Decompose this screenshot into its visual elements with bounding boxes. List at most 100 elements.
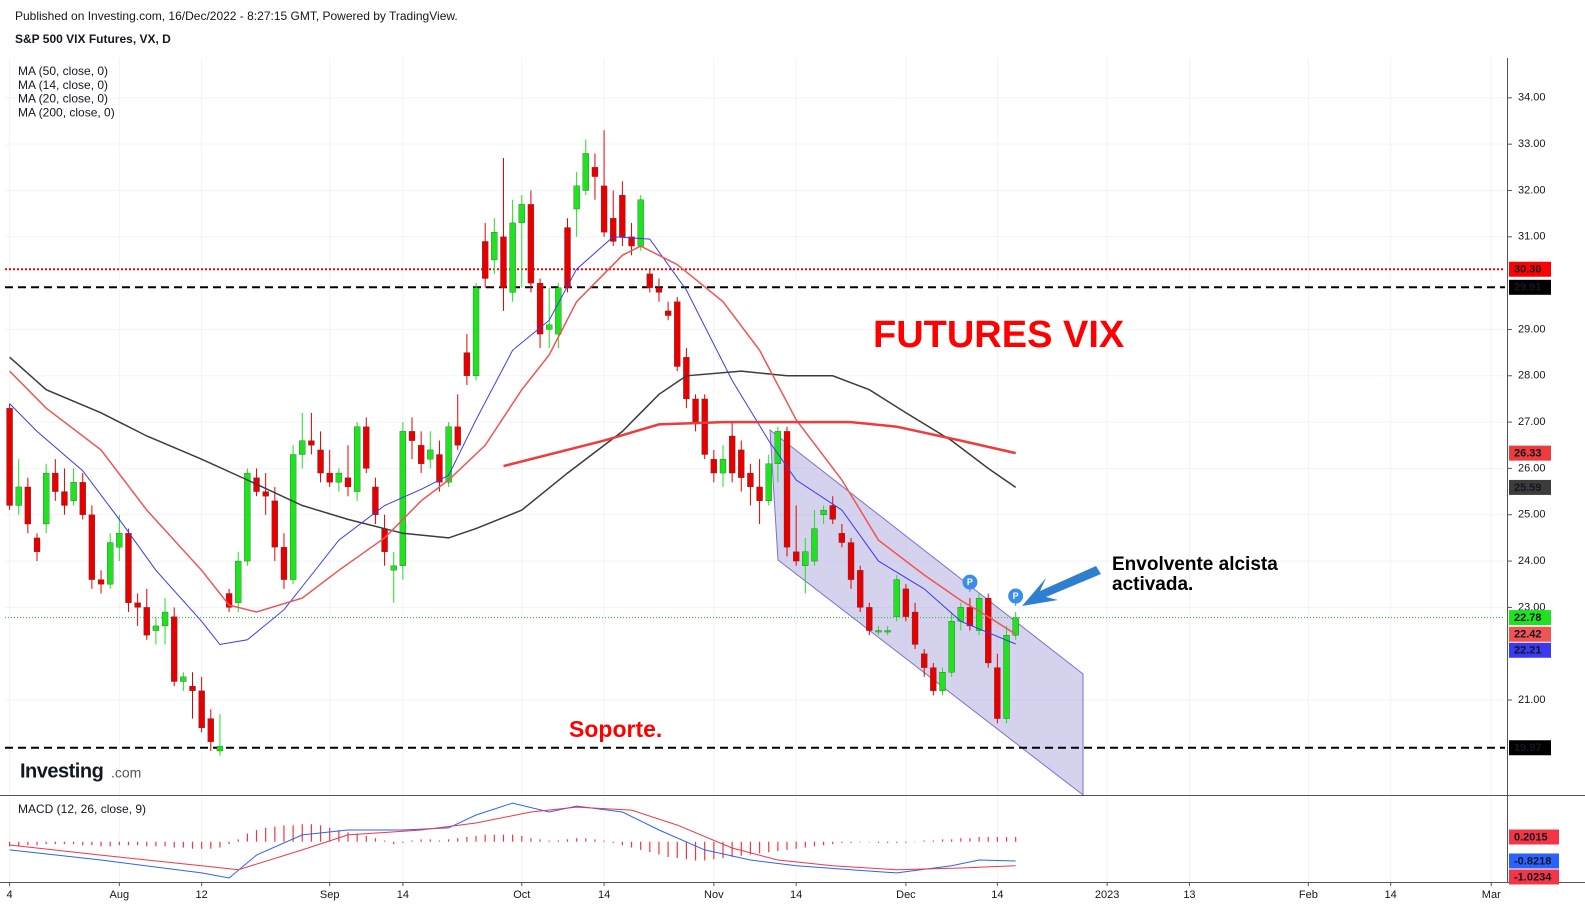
candle-body — [509, 222, 516, 293]
macd-line — [9, 802, 1016, 879]
histogram-bar — [813, 841, 816, 847]
histogram-bar — [987, 837, 989, 842]
candle-body — [70, 482, 77, 501]
flag-label: P — [1013, 591, 1019, 601]
histogram-bar — [72, 841, 75, 845]
price-label: 0.2015 — [1514, 831, 1548, 843]
histogram-bar — [887, 841, 889, 843]
candle-body — [445, 426, 452, 483]
x-tick-label: Dec — [896, 889, 916, 901]
candle-body — [15, 486, 22, 506]
candle-body — [472, 287, 480, 376]
candle-body — [289, 454, 297, 580]
histogram-bar — [457, 838, 459, 842]
candle-body — [463, 352, 471, 376]
plot-area: PP — [5, 130, 1505, 879]
histogram-bar — [411, 840, 413, 842]
arrow — [1022, 566, 1101, 606]
price-label: -1.0234 — [1514, 871, 1552, 883]
candle-body — [482, 241, 489, 279]
candle-body — [88, 514, 96, 580]
histogram-bar — [237, 839, 239, 842]
x-tick-label: Aug — [110, 889, 130, 901]
price-label: 22.42 — [1514, 629, 1542, 641]
x-tick-label: 14 — [790, 889, 802, 901]
histogram-bar — [118, 841, 120, 846]
histogram-bar — [402, 841, 404, 843]
histogram-bar — [822, 841, 825, 846]
candle-body — [518, 204, 525, 224]
histogram-bar — [621, 841, 623, 846]
histogram-bar — [265, 827, 267, 842]
histogram-bar — [594, 839, 596, 842]
annotation-note: Envolvente alcista — [1112, 554, 1278, 575]
price-label-box — [1509, 261, 1551, 277]
macd-title: MACD (12, 26, close, 9) — [18, 802, 146, 816]
histogram-bar — [219, 841, 221, 848]
candle-body — [902, 588, 910, 617]
histogram-bar — [969, 838, 971, 842]
price-label-box — [1509, 610, 1551, 626]
histogram-bar — [557, 840, 559, 842]
candle-body — [171, 616, 178, 682]
flag — [1008, 588, 1024, 604]
price-label-box — [1509, 445, 1551, 461]
candle-body — [783, 431, 791, 548]
histogram-bar — [905, 841, 907, 843]
histogram-bar — [960, 838, 962, 842]
histogram-bar — [338, 830, 340, 842]
candle-body — [921, 653, 928, 668]
candle-body — [838, 533, 846, 543]
histogram-bar — [731, 841, 733, 857]
candle-body — [756, 486, 763, 501]
histogram-bar — [722, 841, 724, 859]
histogram-bar — [923, 840, 925, 842]
candle-body — [911, 611, 919, 645]
price-label-box — [1509, 642, 1551, 658]
candle-body — [600, 185, 608, 233]
price-label: 26.33 — [1514, 448, 1542, 460]
histogram-bar — [978, 837, 980, 842]
candle-body — [664, 310, 672, 316]
candle-body — [728, 435, 736, 474]
candle-body — [966, 607, 974, 627]
histogram-bar — [27, 841, 29, 846]
x-tick-label: Nov — [704, 889, 724, 901]
candle-body — [564, 227, 571, 288]
histogram-bar — [228, 841, 230, 845]
histogram-bar — [685, 841, 688, 860]
candle-body — [107, 542, 114, 585]
price-label-box — [1509, 740, 1551, 756]
candle-body — [646, 273, 653, 288]
x-tick-label: 4 — [7, 889, 13, 901]
histogram-bar — [63, 841, 66, 845]
histogram-bar — [795, 841, 797, 849]
candle-body — [546, 324, 553, 330]
histogram-bar — [246, 833, 248, 842]
histogram-bar — [356, 833, 358, 842]
histogram-bar — [548, 840, 550, 842]
x-tick-label: 12 — [196, 889, 208, 901]
histogram-bar — [347, 832, 349, 842]
candle-body — [134, 602, 141, 608]
candle-body — [299, 440, 306, 455]
histogram-bar — [127, 841, 130, 846]
histogram-bar — [676, 841, 678, 859]
candle-body — [180, 676, 187, 682]
histogram-bar — [109, 841, 111, 847]
histogram-bar — [713, 841, 715, 860]
logo: Investing .com — [20, 760, 141, 782]
candle-body — [811, 528, 818, 562]
histogram-bar — [512, 834, 514, 842]
histogram-bar — [82, 841, 84, 846]
histogram-bar — [393, 841, 395, 845]
histogram-bar — [91, 841, 93, 846]
candle-body — [161, 611, 169, 627]
candle-body — [628, 236, 635, 247]
logo-name: Investing — [20, 760, 103, 782]
histogram-bar — [896, 841, 898, 843]
histogram-bar — [603, 840, 605, 842]
histogram-bar — [850, 841, 852, 843]
price-label-box — [1509, 869, 1559, 885]
